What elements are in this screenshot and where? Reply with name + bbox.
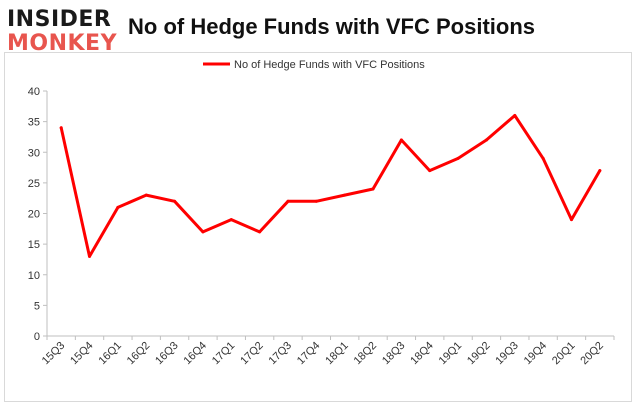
- data-point: [513, 114, 517, 117]
- data-point: [569, 218, 573, 222]
- series-line: [59, 114, 602, 258]
- x-tick-label: 18Q2: [352, 340, 380, 368]
- x-tick-label: 20Q1: [550, 340, 578, 368]
- x-tick-label: 16Q4: [182, 340, 210, 368]
- data-point: [229, 218, 233, 222]
- data-point: [343, 193, 347, 197]
- data-point: [173, 199, 177, 203]
- data-point: [456, 156, 460, 160]
- y-tick-label: 0: [34, 331, 40, 343]
- data-point: [144, 193, 148, 197]
- x-tick-label: 18Q3: [380, 340, 408, 368]
- x-tick-label: 17Q1: [210, 340, 238, 368]
- y-tick-label: 10: [28, 270, 40, 282]
- chart-outer-border: [4, 52, 632, 402]
- data-point: [541, 156, 545, 160]
- x-tick-label: 19Q1: [437, 340, 465, 368]
- data-point: [59, 126, 63, 130]
- y-tick-label: 5: [34, 300, 40, 312]
- logo-text-top: INSIDER: [7, 7, 112, 32]
- x-tick-label: 15Q4: [68, 340, 96, 368]
- x-tick-label: 19Q4: [522, 340, 550, 368]
- data-point: [286, 199, 290, 203]
- axes: 0 5 10 15 20 25 30 35 40 15Q3 15Q4 16Q1 16Q2 16Q3 16Q4…: [28, 86, 615, 368]
- data-point: [116, 205, 120, 209]
- x-tick-label: 15Q3: [40, 340, 68, 368]
- data-point: [371, 187, 375, 191]
- y-tick-label: 25: [28, 178, 40, 190]
- x-tick-label: 17Q2: [238, 340, 266, 368]
- x-tick-label: 19Q2: [465, 340, 493, 368]
- x-tick-label: 19Q3: [493, 340, 521, 368]
- data-point: [484, 138, 488, 142]
- x-tick-label: 16Q3: [153, 340, 181, 368]
- y-tick-label: 35: [28, 117, 40, 129]
- data-point: [258, 230, 262, 234]
- data-point: [428, 169, 432, 173]
- data-point: [314, 199, 318, 203]
- y-tick-label: 15: [28, 239, 40, 251]
- x-tick-label: 17Q3: [267, 340, 295, 368]
- insider-monkey-logo: INSIDER MONKEY: [7, 8, 119, 56]
- x-tick-label: 17Q4: [295, 340, 323, 368]
- legend-label: No of Hedge Funds with VFC Positions: [234, 59, 425, 71]
- series-group: [59, 114, 602, 258]
- data-point: [598, 169, 602, 173]
- x-tick-label: 18Q4: [408, 340, 436, 368]
- x-tick-label: 20Q2: [578, 340, 606, 368]
- data-point: [399, 138, 403, 142]
- y-tick-label: 40: [28, 86, 40, 98]
- data-point: [88, 254, 92, 258]
- y-tick-label: 20: [28, 209, 40, 221]
- x-tick-label: 16Q1: [96, 340, 124, 368]
- y-tick-label: 30: [28, 147, 40, 159]
- chart-title: No of Hedge Funds with VFC Positions: [128, 14, 535, 39]
- logo-text-bottom: MONKEY: [7, 31, 118, 56]
- x-tick-label: 18Q1: [323, 340, 351, 368]
- x-tick-label: 16Q2: [125, 340, 153, 368]
- legend: No of Hedge Funds with VFC Positions: [203, 59, 425, 71]
- data-point: [201, 230, 205, 234]
